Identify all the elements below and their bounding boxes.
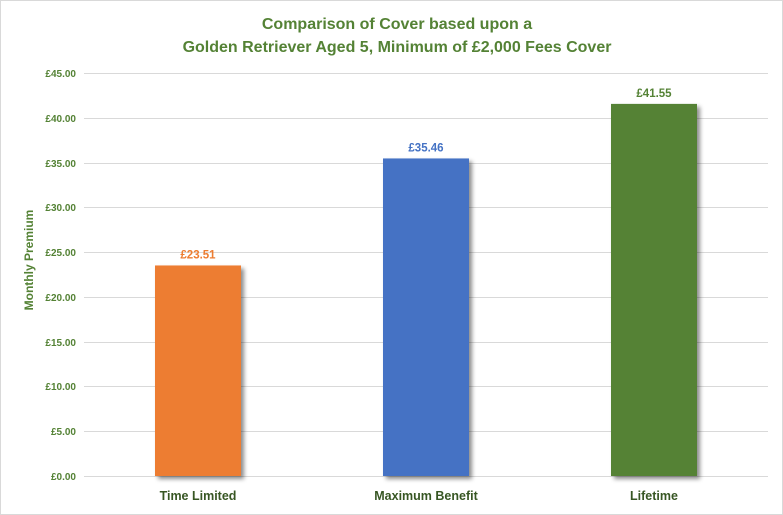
y-tick-label: £40.00 [45,114,76,125]
y-tick-label: £15.00 [45,338,76,349]
y-tick-label: £30.00 [45,203,76,214]
x-tick-label: Time Limited [160,489,237,503]
y-tick-label: £10.00 [45,382,76,393]
x-tick-label: Lifetime [630,489,678,503]
y-tick-label: £35.00 [45,159,76,170]
bar-value-label: £35.46 [408,142,443,154]
bar-value-label: £23.51 [180,249,216,261]
y-tick-label: £0.00 [51,472,76,483]
data-labels: £23.51 £35.46 £41.55 [180,88,672,262]
y-axis-label: Monthly Premium [22,210,36,311]
bar [155,265,241,476]
bar-value-label: £41.55 [636,88,672,100]
y-tick-label: £20.00 [45,293,76,304]
bars [155,103,697,476]
x-axis-ticks: Time Limited Maximum Benefit Lifetime [160,489,678,503]
bar [611,103,697,476]
chart-subtitle: Golden Retriever Aged 5, Minimum of £2,0… [183,39,612,56]
y-tick-label: £5.00 [51,427,76,438]
y-axis-ticks: £0.00 £5.00 £10.00 £15.00 £20.00 £25.00 £30.00… [45,69,76,483]
x-tick-label: Maximum Benefit [374,489,478,503]
y-tick-label: £25.00 [45,248,76,259]
chart-title: Comparison of Cover based upon a [262,16,532,33]
bar [383,158,469,476]
y-tick-label: £45.00 [45,69,76,80]
